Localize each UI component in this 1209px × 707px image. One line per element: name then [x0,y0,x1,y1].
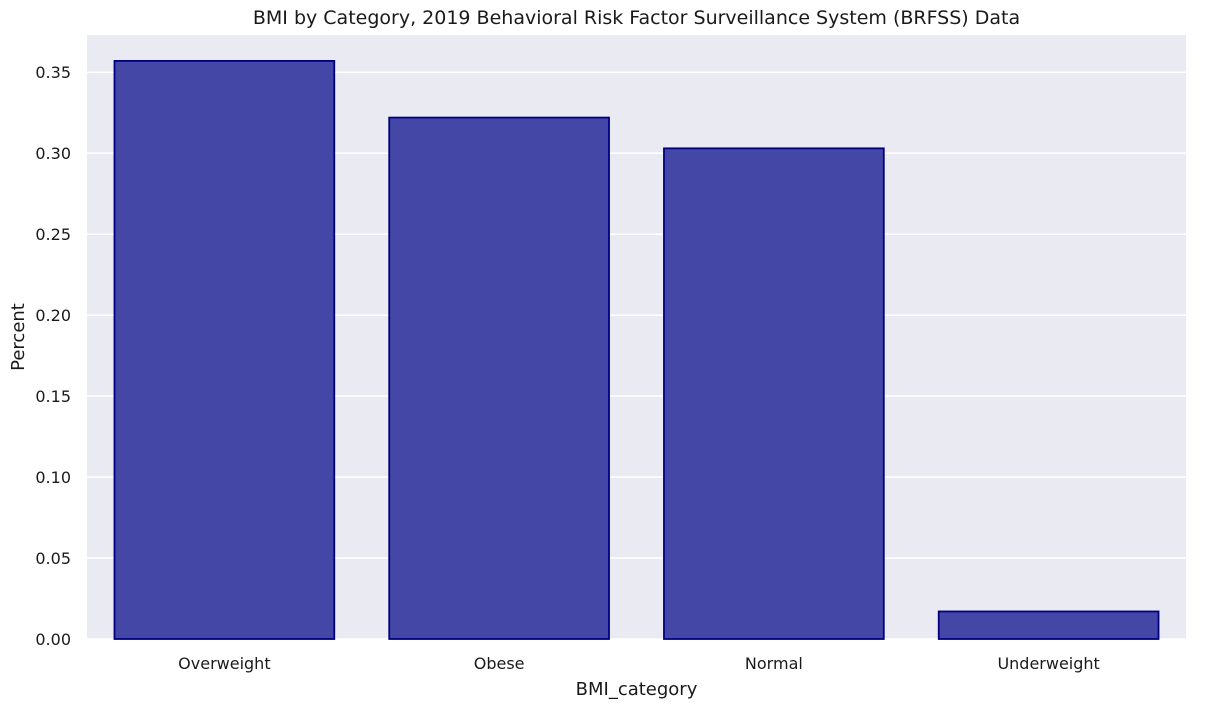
y-tick-label: 0.35 [35,63,71,82]
bar-normal [663,147,885,640]
x-axis-label: BMI_category [576,679,698,700]
x-tick-label: Obese [474,654,525,673]
bars [113,60,1160,640]
y-tick-label: 0.15 [35,387,71,406]
x-tick-label: Underweight [997,654,1099,673]
y-tick-label: 0.20 [35,306,71,325]
bar-overweight [113,60,336,640]
x-tick-label: Overweight [178,654,270,673]
y-tick-label: 0.05 [35,549,71,568]
y-tick-label: 0.30 [35,144,71,163]
y-tick-label: 0.25 [35,225,71,244]
x-tick-label: Normal [745,654,803,673]
bar-obese [388,116,610,640]
chart-title: BMI by Category, 2019 Behavioral Risk Fa… [253,7,1020,29]
y-tick-label: 0.10 [35,468,71,487]
bar-underweight [937,610,1160,640]
y-axis-label: Percent [8,303,29,371]
y-tick-label: 0.00 [35,630,71,649]
tick-labels: 0.00 0.05 0.10 0.15 0.20 0.25 0.30 0.35 Overweig… [35,63,1099,673]
